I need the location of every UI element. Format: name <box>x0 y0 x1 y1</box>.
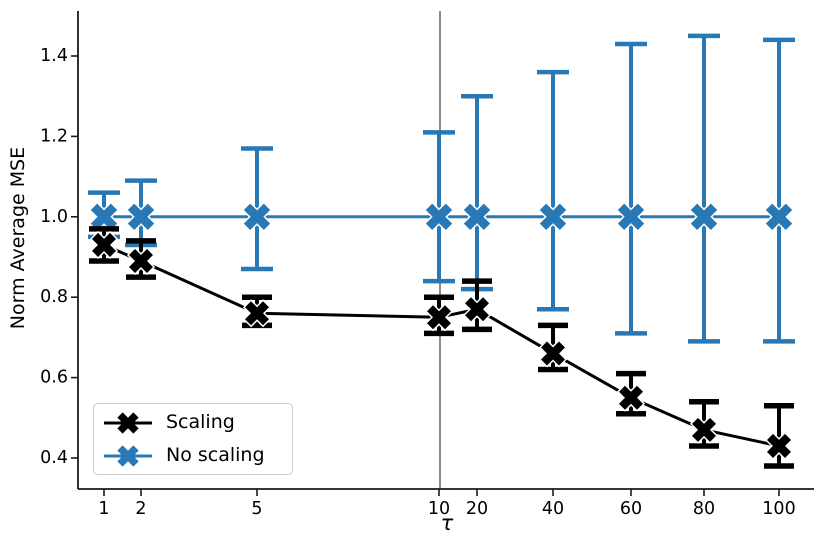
legend-label-scaling: Scaling <box>166 411 235 433</box>
x-tick-label: 20 <box>466 499 488 519</box>
y-tick-label: 1.2 <box>40 126 68 146</box>
x-tick-label: 100 <box>762 499 795 519</box>
marker-stroke <box>127 203 155 230</box>
scaling-line-marker-icon <box>104 411 152 434</box>
marker-stroke <box>243 203 271 230</box>
legend-sample-marker <box>117 444 139 467</box>
y-tick-label: 1.4 <box>40 46 68 66</box>
data-point-marker <box>241 201 273 233</box>
marker-stroke <box>90 203 118 230</box>
data-point-marker <box>89 230 119 260</box>
marker-stroke <box>425 203 453 230</box>
errorbar <box>688 33 720 344</box>
data-point-marker <box>616 383 646 412</box>
x-tick-label: 40 <box>542 499 564 519</box>
x-tick-label: 2 <box>135 499 146 519</box>
data-point-marker <box>126 246 156 276</box>
y-tick-label: 0.4 <box>40 448 68 468</box>
marker-stroke <box>426 305 452 330</box>
y-axis-title: Norm Average MSE <box>7 146 29 330</box>
data-point-marker <box>424 303 454 332</box>
legend-label-no-scaling: No scaling <box>166 444 265 466</box>
y-tick-label: 0.8 <box>40 287 68 307</box>
series-no-scaling <box>88 33 795 344</box>
errorbar <box>423 130 455 284</box>
data-point-marker <box>242 299 272 328</box>
legend-sample-marker <box>117 411 139 434</box>
x-tick-label: 80 <box>693 499 715 519</box>
marker-stroke <box>244 301 270 326</box>
marker-stroke <box>540 341 566 366</box>
data-point-marker <box>537 201 569 233</box>
data-point-marker <box>462 295 492 324</box>
marker-stroke <box>464 297 490 322</box>
marker-stroke <box>128 249 154 274</box>
x-tick-label: 5 <box>251 499 262 519</box>
data-point-marker <box>461 201 493 233</box>
data-point-marker <box>615 201 647 233</box>
data-point-marker <box>538 339 568 368</box>
x-tick-label: 60 <box>620 499 642 519</box>
marker-stroke <box>766 433 792 458</box>
legend-item-scaling: Scaling <box>94 408 292 438</box>
data-point-marker <box>689 415 719 444</box>
x-axis-title: τ <box>440 511 454 535</box>
marker-stroke <box>539 203 567 230</box>
marker-stroke <box>690 203 718 230</box>
data-point-marker <box>763 201 795 233</box>
series-scaling <box>89 226 794 469</box>
marker-stroke <box>91 232 117 257</box>
errorbar <box>615 41 647 336</box>
y-tick-label: 1.0 <box>40 207 68 227</box>
data-point-marker <box>88 201 120 233</box>
legend: Scaling No scaling <box>93 403 293 475</box>
no-scaling-line-marker-icon <box>104 444 152 467</box>
marker-stroke <box>765 203 793 230</box>
marker-stroke <box>617 203 645 230</box>
errorbar <box>537 69 569 312</box>
x-tick-label: 10 <box>428 499 450 519</box>
legend-item-no-scaling: No scaling <box>94 441 292 471</box>
errorbar <box>763 37 795 344</box>
y-tick-label: 0.6 <box>40 368 68 388</box>
errorbar <box>764 402 794 469</box>
data-point-marker <box>764 431 794 461</box>
data-point-marker <box>688 201 720 233</box>
data-point-marker <box>423 201 455 233</box>
marker-stroke <box>618 385 644 410</box>
marker-stroke <box>691 417 717 442</box>
data-point-marker <box>125 201 157 233</box>
x-tick-label: 1 <box>98 499 109 519</box>
errorbar <box>461 93 493 292</box>
marker-stroke <box>463 203 491 230</box>
